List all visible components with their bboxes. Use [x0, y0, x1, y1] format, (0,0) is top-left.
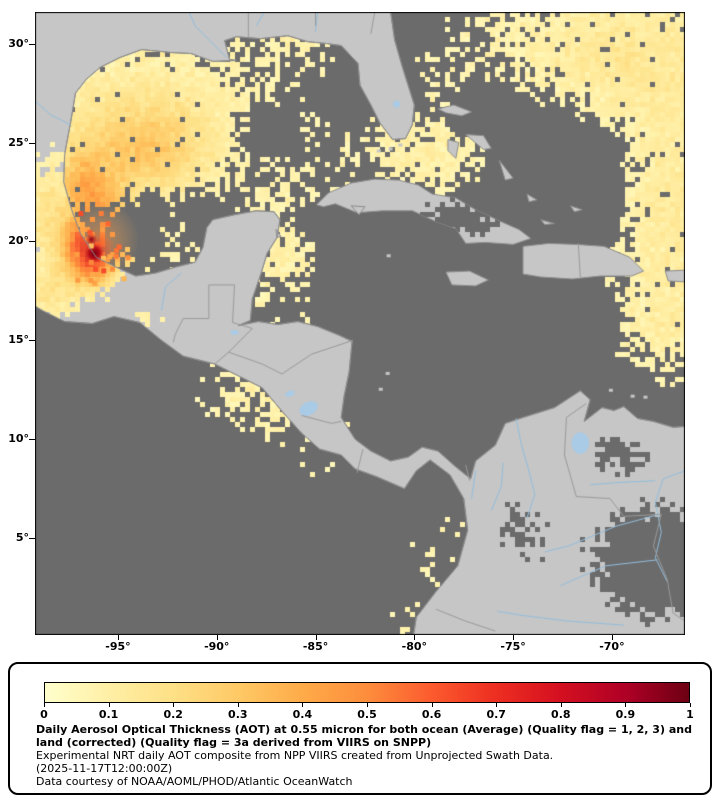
lat-tick-label: 5°: [15, 531, 29, 545]
colorbar-tick-mark: [108, 703, 110, 707]
caption-block: Daily Aerosol Optical Thickness (AOT) at…: [36, 723, 692, 788]
colorbar-tick-label: 0.6: [421, 708, 442, 721]
colorbar-tick-label: 0.5: [357, 708, 377, 721]
caption-title: Daily Aerosol Optical Thickness (AOT) at…: [36, 723, 692, 749]
colorbar-tick-label: 0: [40, 708, 48, 721]
colorbar-tick-mark: [690, 703, 691, 707]
caption-subtitle: Experimental NRT daily AOT composite fro…: [36, 749, 554, 762]
lon-tick-mark: [315, 635, 317, 640]
lon-tick-mark: [216, 635, 218, 640]
lon-tick-mark: [513, 635, 515, 640]
colorbar-tick-label: 0.4: [292, 708, 313, 721]
lat-tick-label: 10°: [8, 432, 29, 446]
colorbar-tick-label: 0.7: [486, 708, 506, 721]
lon-tick-label: -75°: [500, 640, 526, 653]
lon-tick-label: -70°: [599, 640, 625, 653]
colorbar-tick-mark: [173, 703, 175, 707]
colorbar-tick-mark: [367, 703, 368, 707]
colorbar-tick-mark: [625, 703, 627, 707]
lat-tick-label: 15°: [8, 333, 29, 347]
lon-tick-label: -80°: [401, 640, 428, 653]
lon-tick-label: -85°: [302, 640, 329, 653]
caption-credit: Data courtesy of NOAA/AOML/PHOD/Atlantic…: [36, 775, 353, 788]
colorbar-tick-label: 0.1: [98, 708, 119, 721]
aot-map-canvas: [35, 12, 685, 635]
colorbar-tick-mark: [44, 703, 45, 707]
lon-tick-label: -95°: [105, 640, 131, 653]
colorbar-tick-label: 0.2: [163, 708, 183, 721]
caption-timestamp: (2025-11-17T12:00:00Z): [36, 762, 173, 775]
colorbar-tick-mark: [237, 703, 239, 707]
colorbar-tick-mark: [431, 703, 433, 707]
colorbar-tick-mark: [302, 703, 304, 707]
colorbar-tick-label: 0.3: [228, 708, 248, 721]
lat-tick-label: 20°: [8, 234, 29, 248]
colorbar-tick-mark: [496, 703, 498, 707]
lat-tick-label: 25°: [8, 135, 29, 149]
colorbar-tick-label: 0.8: [551, 708, 571, 721]
colorbar-tick-label: 0.9: [615, 708, 636, 721]
colorbar-gradient: [44, 682, 690, 703]
lat-tick-label: 30°: [8, 36, 29, 50]
legend-panel: 0 0.1 0.2 0.3 0.4 0.5 0.6 0.7 0.8 0.9 1 Daily Aero…: [8, 662, 712, 795]
lon-tick-mark: [117, 635, 119, 640]
colorbar-tick-mark: [560, 703, 562, 707]
lon-tick-label: -90°: [204, 640, 230, 653]
lon-tick-mark: [414, 635, 416, 640]
lon-tick-mark: [611, 635, 613, 640]
colorbar-tick-label: 1: [686, 708, 694, 721]
